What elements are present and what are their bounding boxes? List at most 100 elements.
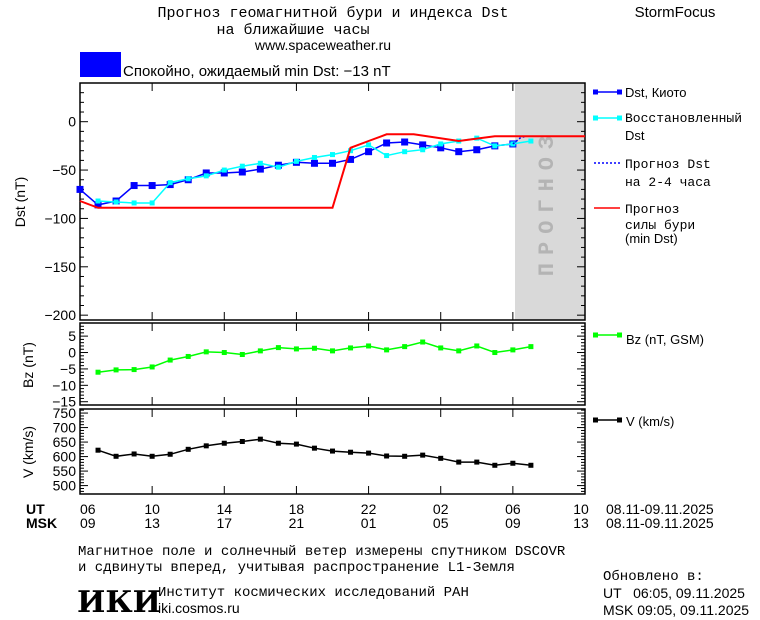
panel-frame — [79, 408, 586, 495]
data-point — [455, 148, 463, 156]
data-point — [220, 169, 228, 177]
y-tick-label: −50 — [52, 162, 76, 178]
data-point — [311, 345, 317, 351]
legend: Dst, Киото Восстановленный Dst Прогноз D… — [593, 85, 742, 429]
data-point — [347, 155, 355, 163]
data-point — [202, 169, 210, 177]
data-point — [419, 141, 427, 149]
data-point — [131, 451, 137, 457]
data-point — [149, 364, 155, 370]
data-point — [221, 440, 227, 446]
bz-axis-title: Bz (nT) — [20, 342, 36, 388]
data-point — [510, 460, 516, 466]
legend-bz-swatch-marker — [617, 332, 622, 338]
y-tick-label: 5 — [68, 328, 76, 344]
data-point — [492, 143, 498, 149]
status-text: Спокойно, ожидаемый min Dst: −13 nT — [123, 63, 391, 80]
data-point — [221, 350, 227, 356]
data-point — [257, 436, 263, 442]
data-point — [528, 344, 534, 350]
x-tick-label-ut: 10 — [144, 501, 160, 517]
data-point — [167, 180, 173, 186]
panel-frame — [79, 82, 586, 321]
institute-name: Институт космических исследований РАН — [158, 584, 469, 601]
series-line — [79, 141, 513, 206]
x-tick-label-ut: 06 — [80, 501, 96, 517]
data-point — [257, 348, 263, 354]
data-point — [130, 182, 138, 190]
legend-forecast-2: на 2-4 часа — [625, 175, 711, 190]
x-tick-label-msk: 09 — [80, 515, 96, 531]
data-point — [510, 141, 516, 147]
data-point — [239, 438, 245, 444]
data-point — [131, 200, 137, 206]
data-point — [528, 138, 534, 144]
footer-note-1: Магнитное поле и солнечный ветер измерен… — [78, 543, 566, 560]
data-point — [474, 459, 480, 465]
data-point — [492, 350, 498, 356]
data-point — [402, 453, 408, 459]
data-point — [293, 158, 299, 164]
ut-label: UT — [26, 501, 45, 517]
data-point — [95, 447, 101, 453]
x-tick-label-ut: 22 — [361, 501, 377, 517]
data-point — [420, 339, 426, 345]
ut-date-range: 08.11-09.11.2025 — [606, 501, 714, 517]
data-point — [384, 453, 390, 459]
series-line — [79, 133, 585, 209]
data-point — [185, 446, 191, 452]
data-point — [456, 459, 462, 465]
data-point — [113, 199, 119, 205]
data-point — [401, 138, 409, 146]
data-point — [167, 357, 173, 363]
data-point — [149, 453, 155, 459]
institute-url[interactable]: iki.cosmos.ru — [158, 600, 240, 616]
data-point — [238, 168, 246, 176]
x-tick-label-ut: 10 — [573, 501, 589, 517]
data-point — [94, 201, 102, 209]
data-point — [510, 347, 516, 353]
series-line — [97, 137, 532, 204]
x-tick-label-msk: 09 — [505, 515, 521, 531]
legend-restored-swatch-marker — [593, 115, 598, 121]
footer-note-2: и сдвинуты вперед, учитывая распростране… — [78, 560, 515, 576]
y-tick-label: 550 — [53, 463, 77, 479]
data-point — [420, 452, 426, 458]
panel-frame — [79, 322, 586, 406]
data-point — [366, 142, 372, 148]
y-tick-label: 0 — [68, 345, 76, 361]
data-point — [365, 148, 373, 156]
legend-dst-kyoto: Dst, Киото — [625, 85, 687, 100]
site-url[interactable]: www.spaceweather.ru — [254, 37, 391, 53]
data-point — [330, 448, 335, 454]
y-tick-label: −10 — [52, 377, 76, 393]
data-point — [492, 462, 498, 468]
y-tick-label: −5 — [60, 361, 76, 377]
data-point — [420, 147, 426, 153]
data-point — [95, 369, 101, 375]
legend-v: V (km/s) — [626, 414, 674, 429]
forecast-zone-label: ПРОГНОЗ — [535, 128, 560, 276]
legend-restored-2: Dst — [625, 128, 645, 143]
data-point — [256, 165, 264, 173]
data-point — [384, 347, 390, 353]
data-point — [239, 163, 245, 169]
data-point — [148, 182, 156, 190]
data-point — [149, 200, 155, 206]
data-point — [348, 345, 354, 351]
y-tick-label: 0 — [68, 114, 76, 130]
data-point — [293, 346, 299, 352]
data-point — [402, 149, 408, 155]
data-point — [528, 462, 534, 468]
data-point — [438, 345, 444, 351]
data-point — [203, 173, 209, 179]
data-point — [474, 343, 480, 349]
x-tick-label-ut: 14 — [216, 501, 232, 517]
data-point — [310, 159, 318, 167]
iki-logo: ИКИ — [77, 585, 161, 620]
legend-v-swatch-marker — [617, 417, 622, 423]
data-point — [185, 176, 191, 182]
updated-msk: MSK 09:05, 09.11.2025 — [603, 602, 749, 618]
data-point — [384, 153, 390, 159]
dst-axis-title: Dst (nT) — [12, 177, 28, 228]
